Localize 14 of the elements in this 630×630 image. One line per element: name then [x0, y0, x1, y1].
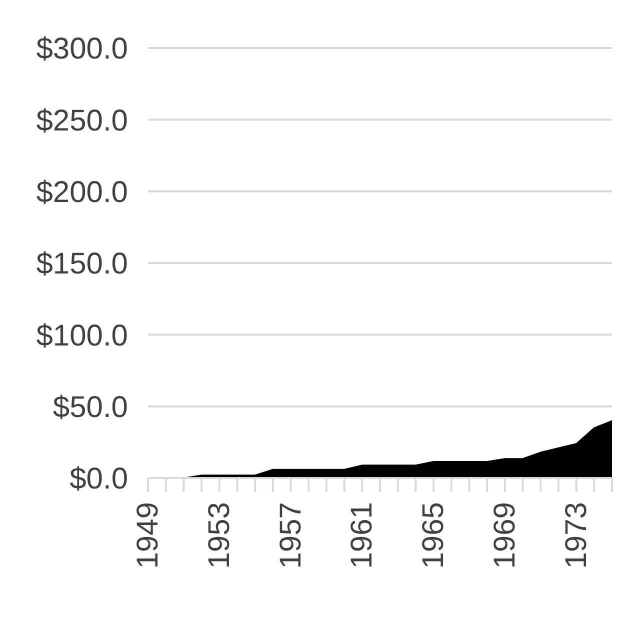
y-tick-label: $150.0 — [36, 248, 128, 281]
x-tick-label: 1957 — [274, 502, 308, 569]
x-tick-label: 1973 — [560, 502, 593, 569]
y-tick-label: $250.0 — [36, 104, 128, 138]
y-tick-label: $50.0 — [52, 390, 128, 424]
x-tick-label: 1969 — [488, 502, 522, 569]
y-tick-label: $300.0 — [36, 32, 128, 66]
y-tick-label: $100.0 — [36, 319, 128, 352]
x-tick-label: 1961 — [346, 502, 379, 569]
x-tick-label: 1949 — [132, 502, 164, 569]
x-tick-label: 1965 — [417, 502, 450, 569]
y-tick-label: $0.0 — [70, 462, 128, 496]
y-tick-label: $200.0 — [36, 176, 128, 209]
x-tick-label: 1953 — [202, 502, 236, 569]
